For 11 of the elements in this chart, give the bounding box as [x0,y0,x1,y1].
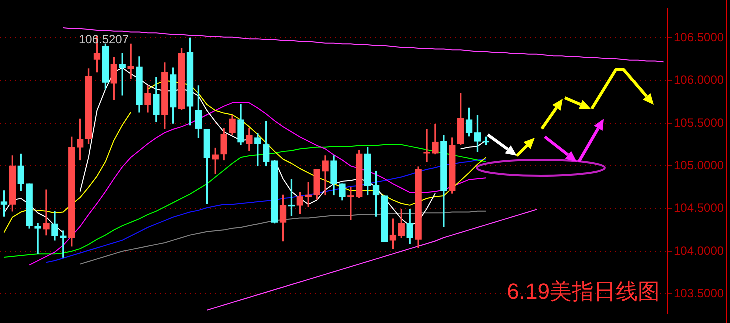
y-tick-label: 105.5000 [674,116,724,130]
candlestick [34,223,42,254]
y-tick-label: 106.0000 [674,73,724,88]
candlestick [128,44,134,80]
y-tick-label: 104.5000 [674,201,724,216]
y-tick-label: 105.0000 [674,158,724,173]
text: 6.19美指日线图 [507,278,660,306]
y-tick-label: 106.5000 [674,30,724,45]
y-tick-label: 103.5000 [674,286,724,300]
candlestick [43,190,50,236]
y-tick-label: 104.0000 [674,244,724,258]
